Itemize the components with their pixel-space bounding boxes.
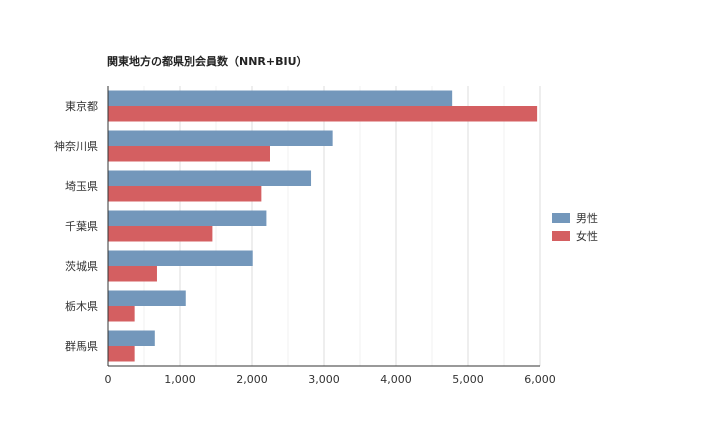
legend-label-male: 男性 bbox=[576, 212, 598, 225]
y-tick-label: 茨城県 bbox=[65, 259, 98, 273]
bar-male-2 bbox=[108, 170, 312, 186]
y-tick-label: 神奈川県 bbox=[54, 139, 98, 153]
legend-item-male: 男性 bbox=[552, 209, 598, 227]
x-tick-label: 1,000 bbox=[164, 373, 196, 386]
legend: 男性 女性 bbox=[552, 209, 598, 245]
x-tick-label: 0 bbox=[105, 373, 112, 386]
legend-swatch-male bbox=[552, 213, 570, 223]
y-tick-label: 埼玉県 bbox=[65, 179, 98, 193]
bar-female-4 bbox=[108, 266, 157, 282]
y-tick-label: 栃木県 bbox=[65, 299, 98, 313]
x-tick-label: 2,000 bbox=[236, 373, 268, 386]
chart-title: 関東地方の都県別会員数（NNR+BIU） bbox=[107, 55, 308, 68]
x-tick-label: 5,000 bbox=[452, 373, 484, 386]
legend-item-female: 女性 bbox=[552, 227, 598, 245]
bar-male-1 bbox=[108, 130, 333, 146]
y-tick-label: 千葉県 bbox=[65, 219, 98, 233]
bar-female-3 bbox=[108, 226, 213, 242]
bar-female-5 bbox=[108, 306, 135, 322]
bar-male-6 bbox=[108, 330, 155, 346]
y-tick-label: 群馬県 bbox=[65, 339, 98, 353]
x-tick-label: 3,000 bbox=[308, 373, 340, 386]
x-tick-label: 6,000 bbox=[524, 373, 556, 386]
bar-female-1 bbox=[108, 146, 270, 162]
bar-female-6 bbox=[108, 346, 135, 362]
bar-male-5 bbox=[108, 290, 186, 306]
bar-female-2 bbox=[108, 186, 262, 202]
bar-male-4 bbox=[108, 250, 253, 266]
bar-male-3 bbox=[108, 210, 267, 226]
legend-label-female: 女性 bbox=[576, 230, 598, 243]
x-tick-label: 4,000 bbox=[380, 373, 412, 386]
legend-swatch-female bbox=[552, 231, 570, 241]
bar-male-0 bbox=[108, 90, 453, 106]
y-tick-label: 東京都 bbox=[65, 99, 98, 113]
bar-female-0 bbox=[108, 106, 538, 122]
